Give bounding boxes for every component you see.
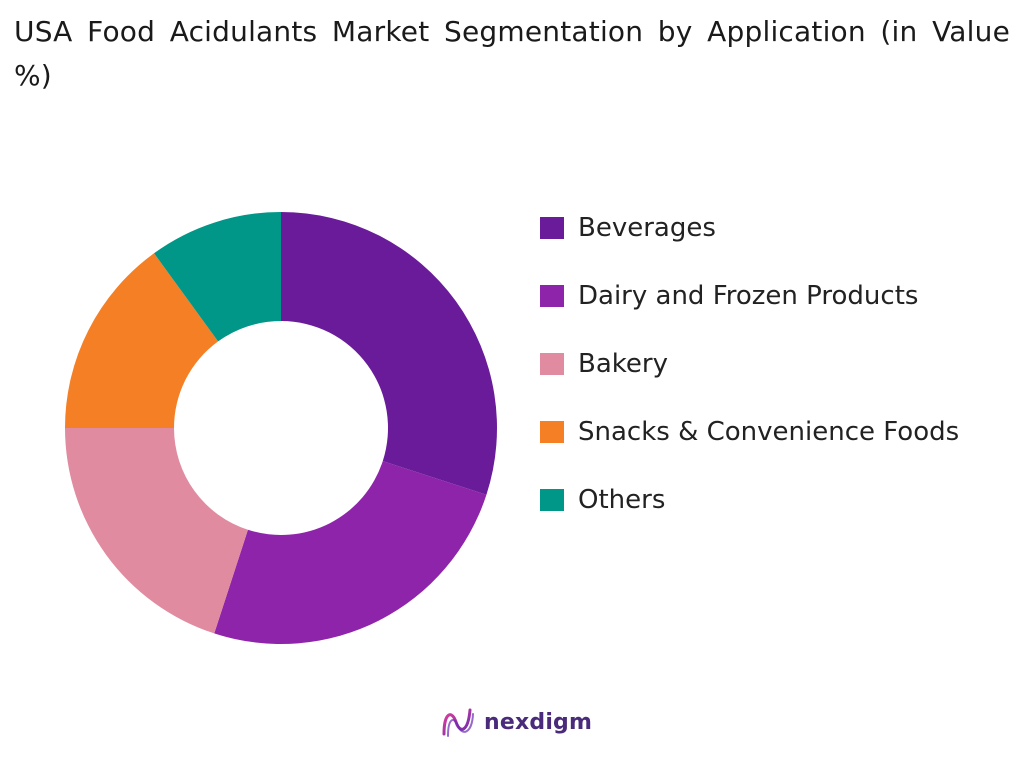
legend-swatch <box>540 285 564 307</box>
legend-item: Bakery <box>540 330 959 398</box>
nexdigm-logo-icon <box>442 708 474 737</box>
legend-swatch <box>540 489 564 511</box>
brand-logo: nexdigm <box>440 704 592 740</box>
slice-snacks-convenience-foods <box>65 253 219 428</box>
legend-label: Dairy and Frozen Products <box>578 281 919 311</box>
legend-label: Others <box>578 485 666 515</box>
legend-swatch <box>540 217 564 239</box>
legend-label: Snacks & Convenience Foods <box>578 417 960 447</box>
legend-label: Bakery <box>578 349 668 379</box>
legend-swatch <box>540 421 564 443</box>
slice-beverages <box>281 212 498 495</box>
legend-label: Beverages <box>578 213 716 243</box>
slice-bakery <box>65 428 248 634</box>
legend-item: Dairy and Frozen Products <box>540 262 959 330</box>
legend-item: Others <box>540 466 959 534</box>
slice-dairy-and-frozen-products <box>214 461 487 644</box>
legend-swatch <box>540 353 564 375</box>
legend-item: Beverages <box>540 194 959 262</box>
chart-legend: Beverages Dairy and Frozen Products Bakery… <box>540 194 959 534</box>
slice-others <box>154 212 281 342</box>
brand-name: nexdigm <box>484 709 593 735</box>
chart-title: USA Food Acidulants Market Segmentation … <box>14 15 1010 92</box>
legend-item: Snacks & Convenience Foods <box>540 398 959 466</box>
donut-slices <box>65 212 498 644</box>
